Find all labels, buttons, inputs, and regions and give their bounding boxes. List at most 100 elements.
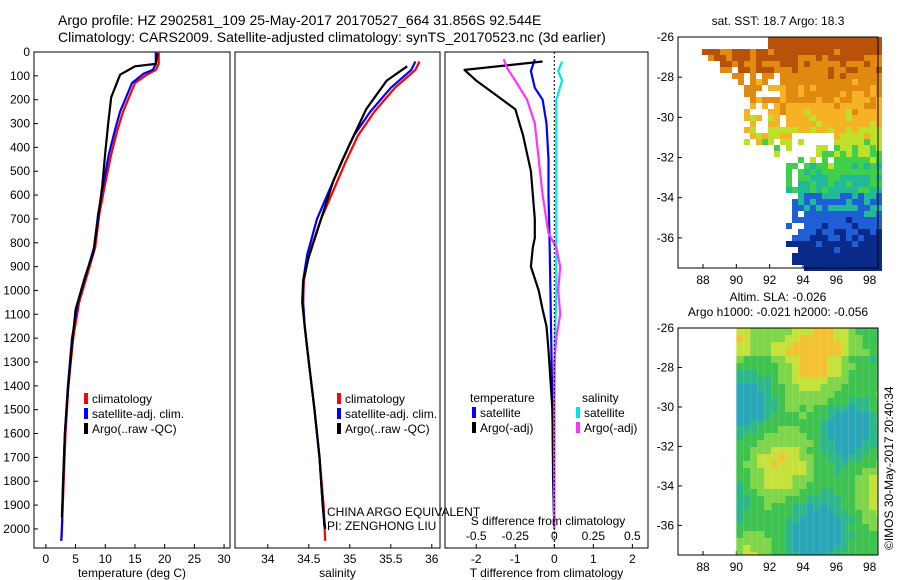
sst-cell (858, 199, 864, 205)
sla-cell (827, 398, 835, 405)
sla-cell (799, 475, 807, 482)
sla-cell (876, 356, 878, 363)
sla-cell (799, 538, 807, 545)
sla-cell (855, 405, 863, 412)
annotation-text: CHINA ARGO EQUIVALENT (327, 505, 481, 519)
sla-cell (841, 405, 849, 412)
sla-cell (855, 510, 863, 517)
sla-cell (792, 419, 800, 426)
sst-cell (744, 49, 750, 55)
sst-cell (822, 235, 828, 241)
sst-cell (828, 43, 834, 49)
sst-cell (780, 67, 786, 73)
sst-cell (864, 127, 870, 133)
sla-cell (771, 510, 779, 517)
sst-cell (858, 85, 864, 91)
y-tick-label: 100 (10, 69, 30, 83)
sla-cell (799, 531, 807, 538)
sla-cell (848, 454, 856, 461)
sst-cell (876, 169, 882, 175)
sla-cell (813, 496, 821, 503)
sla-cell (834, 517, 842, 524)
sst-cell (822, 145, 828, 151)
sst-cell (876, 223, 882, 229)
sst-cell (876, 109, 882, 115)
sla-cell (764, 440, 772, 447)
sst-cell (864, 163, 870, 169)
sla-cell (862, 419, 870, 426)
sst-cell (864, 109, 870, 115)
sst-cell (834, 109, 840, 115)
sst-cell (840, 103, 846, 109)
sla-cell (813, 482, 821, 489)
sla-cell (813, 412, 821, 419)
sst-cell (852, 151, 858, 157)
sst-cell (792, 85, 798, 91)
sst-cell (846, 157, 852, 163)
sst-cell (786, 61, 792, 67)
sla-cell (750, 517, 758, 524)
sla-cell (792, 328, 800, 335)
sla-cell (743, 391, 751, 398)
sst-cell (822, 55, 828, 61)
sla-cell (827, 335, 835, 342)
sst-cell (840, 139, 846, 145)
legend-entry: Argo(-adj) (584, 421, 637, 435)
sst-cell (756, 55, 762, 61)
sst-cell (744, 115, 750, 121)
sst-cell (750, 67, 756, 73)
sla-cell (834, 454, 842, 461)
sla-cell (848, 524, 856, 531)
sla-cell (848, 538, 856, 545)
sla-cell (813, 510, 821, 517)
sst-cell (858, 43, 864, 49)
sla-cell (869, 384, 877, 391)
sla-cell (750, 349, 758, 356)
sst-cell (780, 43, 786, 49)
sla-cell (841, 377, 849, 384)
sla-cell (834, 461, 842, 468)
sst-cell (834, 145, 840, 151)
sst-cell (846, 67, 852, 73)
sla-cell (855, 433, 863, 440)
sla-cell (757, 363, 765, 370)
sla-cell (848, 370, 856, 377)
x-tick-label: 20 (158, 552, 172, 566)
sst-cell (876, 199, 882, 205)
s-tick-label: 0.25 (582, 529, 606, 543)
sst-cell (816, 211, 822, 217)
sla-cell (841, 531, 849, 538)
sla-cell (813, 405, 821, 412)
sst-cell (852, 37, 858, 43)
sst-cell (834, 169, 840, 175)
sla-cell (799, 412, 807, 419)
sst-cell (804, 193, 810, 199)
sst-cell (810, 157, 816, 163)
sst-cell (876, 259, 882, 265)
sla-cell (764, 545, 772, 552)
sla-cell (806, 342, 814, 349)
sst-cell (810, 49, 816, 55)
sla-cell (764, 475, 772, 482)
sst-cell (762, 103, 768, 109)
sla-cell (750, 496, 758, 503)
sst-cell (816, 193, 822, 199)
sst-cell (846, 247, 852, 253)
sst-cell (810, 211, 816, 217)
sst-cell (816, 205, 822, 211)
sla-cell (848, 335, 856, 342)
sst-cell (756, 61, 762, 67)
sla-cell (827, 342, 835, 349)
sla-cell (813, 342, 821, 349)
sla-cell (736, 503, 744, 510)
sla-cell (771, 377, 779, 384)
sst-cell (846, 205, 852, 211)
sst-cell (864, 169, 870, 175)
sla-cell (876, 552, 878, 555)
sla-cell (799, 482, 807, 489)
sst-cell (786, 97, 792, 103)
sst-cell (864, 217, 870, 223)
map-y-tick-label: -34 (657, 191, 675, 205)
sla-cell (771, 552, 779, 555)
sla-cell (778, 461, 786, 468)
